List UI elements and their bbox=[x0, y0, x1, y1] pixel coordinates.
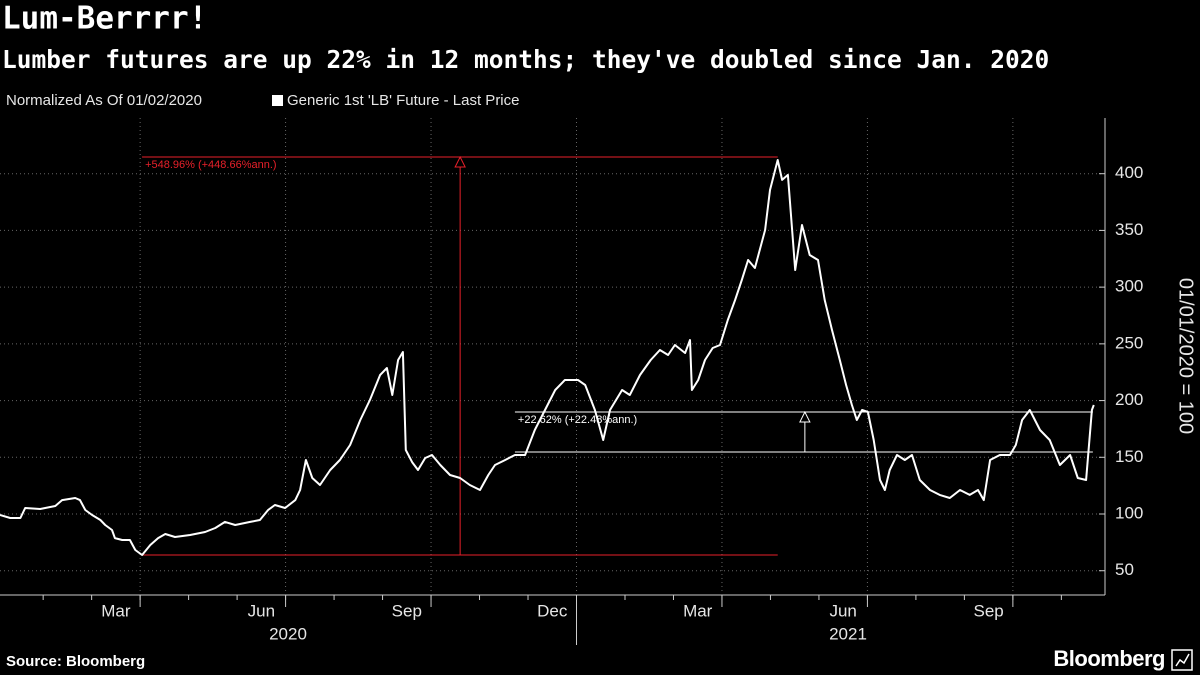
legend-label: Generic 1st 'LB' Future - Last Price bbox=[287, 92, 520, 109]
source: Source: Bloomberg bbox=[6, 653, 145, 670]
annotation-label: +548.96% (+448.66%ann.) bbox=[145, 159, 277, 171]
y-tick-label: 200 bbox=[1115, 390, 1143, 409]
annotation-arrow-head bbox=[454, 155, 466, 168]
brand-icon-line bbox=[1175, 653, 1190, 667]
brand: Bloomberg bbox=[1053, 646, 1165, 671]
annotation-arrow-head bbox=[799, 410, 811, 423]
year-label: 2020 bbox=[269, 624, 307, 643]
x-tick-label: Dec bbox=[537, 601, 568, 620]
x-tick-label: Sep bbox=[392, 601, 422, 620]
y-tick-label: 300 bbox=[1115, 277, 1143, 296]
year-label: 2021 bbox=[829, 624, 867, 643]
x-tick-label: Sep bbox=[974, 601, 1004, 620]
line bbox=[0, 159, 1095, 556]
y-axis-label: 01/01/2020 = 100 bbox=[1175, 278, 1197, 434]
x-tick-label: Jun bbox=[248, 601, 275, 620]
x-tick-label: Jun bbox=[829, 601, 856, 620]
y-tick-label: 400 bbox=[1115, 163, 1143, 182]
legend-swatch bbox=[272, 95, 283, 106]
y-tick-label: 350 bbox=[1115, 220, 1143, 239]
x-tick-label: Mar bbox=[101, 601, 131, 620]
y-tick-label: 100 bbox=[1115, 503, 1143, 522]
y-tick-label: 250 bbox=[1115, 333, 1143, 352]
chart-subtitle: Lumber futures are up 22% in 12 months; … bbox=[2, 45, 1049, 74]
y-tick-label: 150 bbox=[1115, 447, 1143, 466]
chart-title: Lum-Berrrr! bbox=[2, 1, 207, 37]
y-tick-label: 50 bbox=[1115, 560, 1134, 579]
brand-icon bbox=[1171, 649, 1193, 671]
annotation-label: +22.62% (+22.48%ann.) bbox=[518, 414, 637, 426]
legend-note: Normalized As Of 01/02/2020 bbox=[6, 92, 202, 109]
x-tick-label: Mar bbox=[683, 601, 713, 620]
